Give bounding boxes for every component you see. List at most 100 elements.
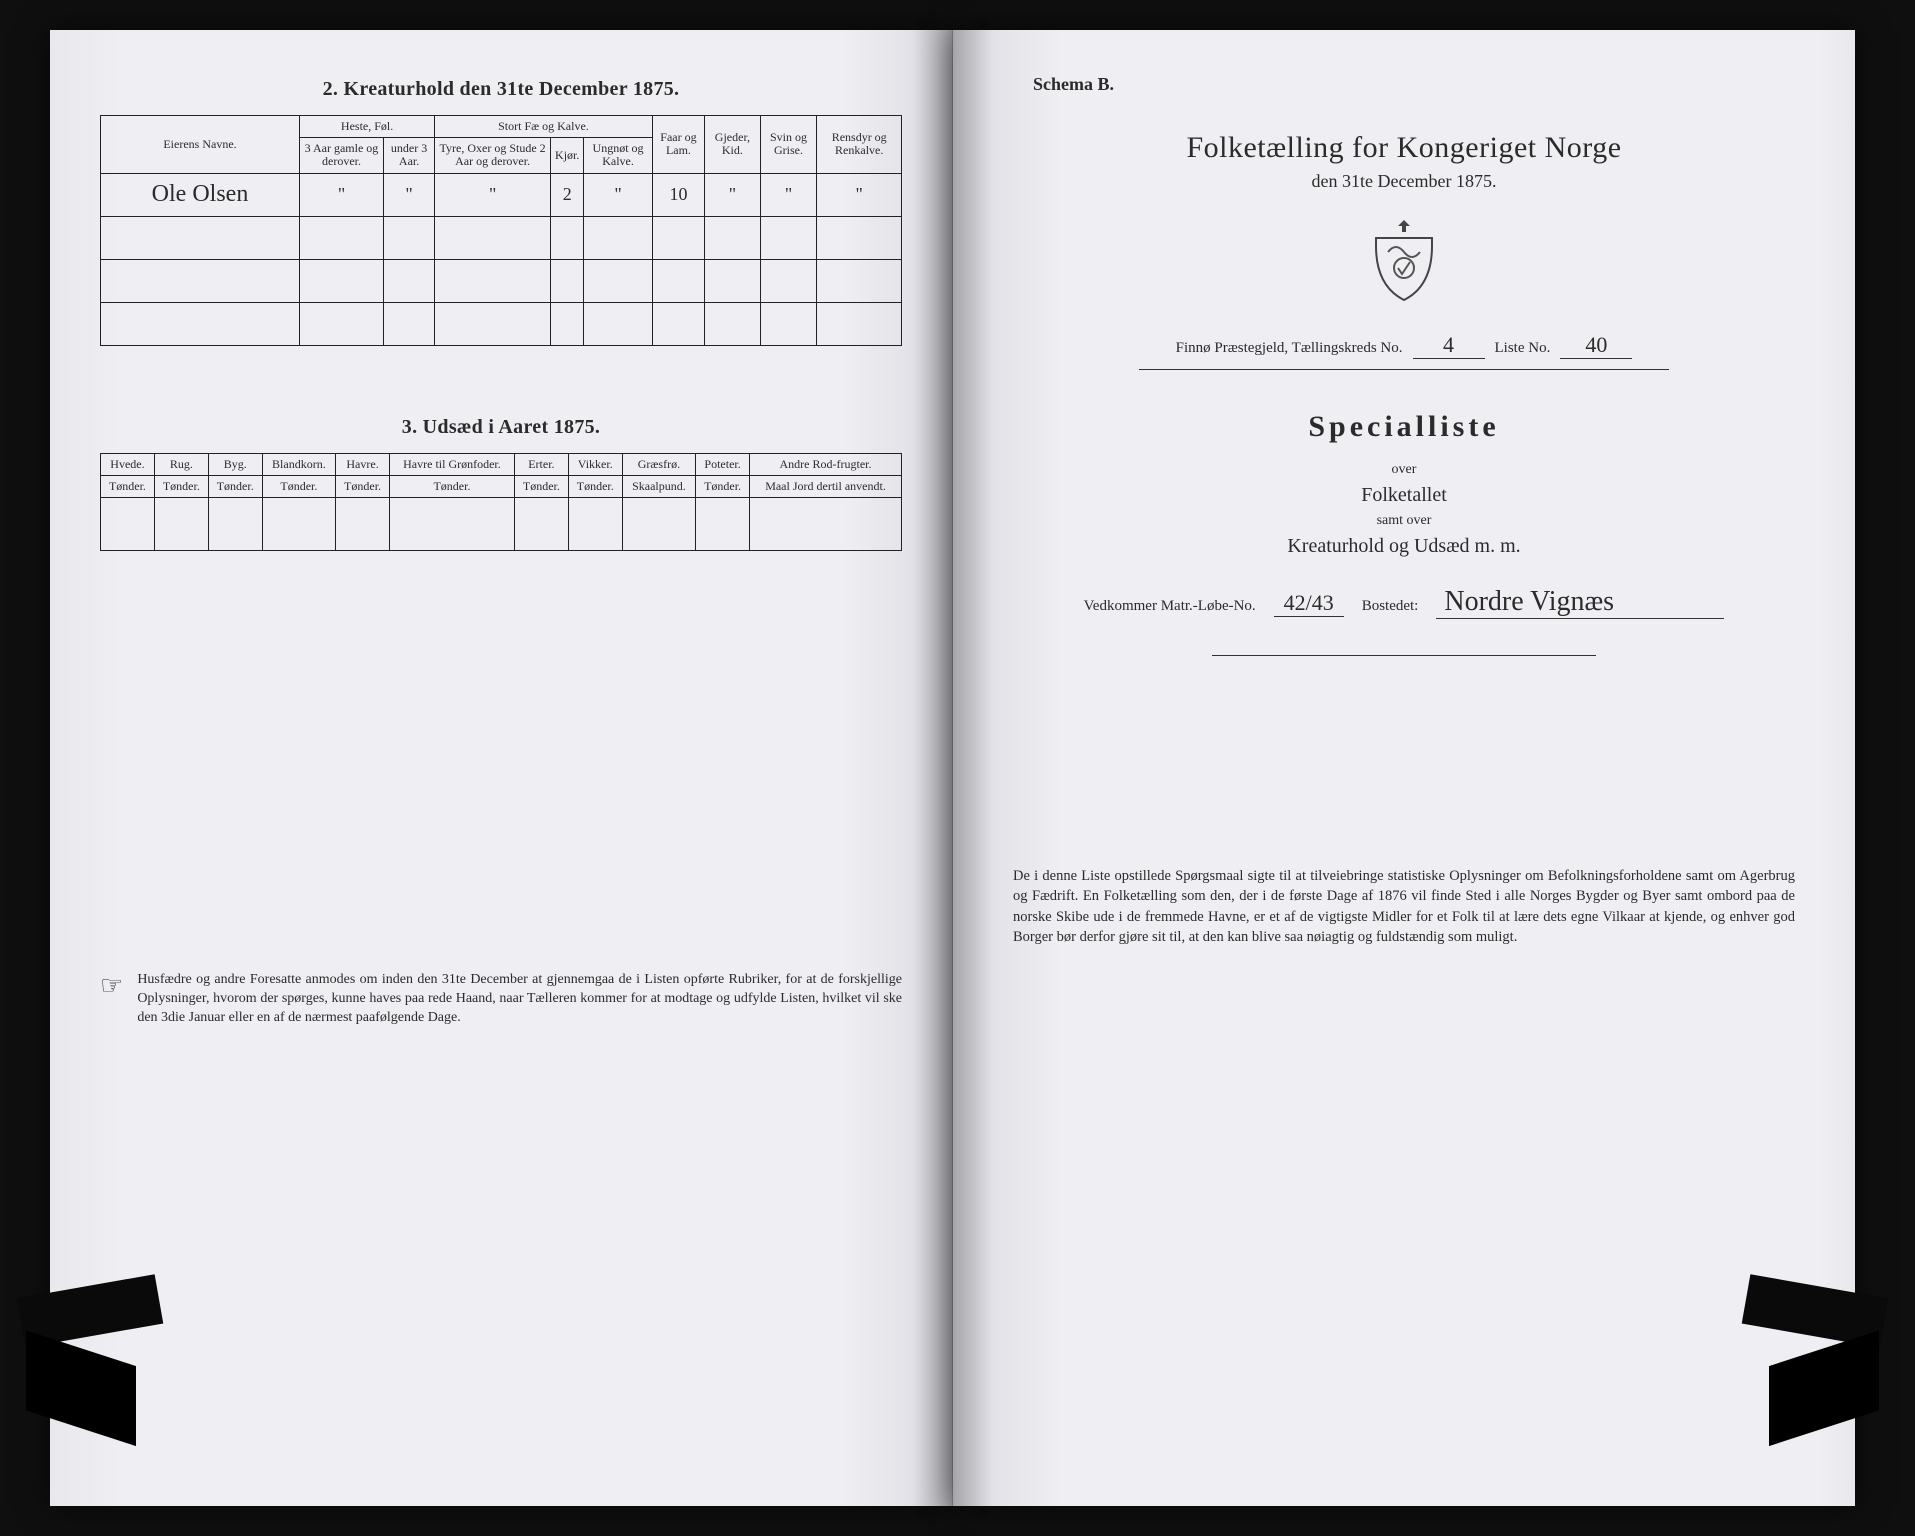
empty-cell bbox=[514, 497, 568, 550]
empty-cell bbox=[760, 259, 817, 302]
empty-cell bbox=[383, 302, 434, 345]
empty-cell bbox=[336, 497, 390, 550]
empty-cell bbox=[584, 216, 652, 259]
divider-1 bbox=[1139, 369, 1668, 370]
empty-cell bbox=[435, 259, 551, 302]
empty-cell bbox=[584, 259, 652, 302]
kreatur-line: Kreaturhold og Udsæd m. m. bbox=[1003, 535, 1805, 558]
udsaed-col-unit: Tønder. bbox=[336, 475, 390, 497]
kreatur-table: Eierens Navne. Heste, Føl. Stort Fæ og K… bbox=[100, 115, 902, 346]
udsaed-col-unit: Tønder. bbox=[696, 475, 750, 497]
left-footnote: ☞ Husfædre og andre Foresatte anmodes om… bbox=[100, 971, 902, 1028]
bottom-paragraph: De i denne Liste opstillede Spørgsmaal s… bbox=[1003, 866, 1805, 947]
col-gjeder: Gjeder, Kid. bbox=[705, 116, 760, 174]
udsaed-col-label: Rug. bbox=[154, 453, 208, 475]
udsaed-col-label: Poteter. bbox=[696, 453, 750, 475]
bosted-label: Bostedet: bbox=[1362, 598, 1419, 615]
data-cell: " bbox=[705, 173, 760, 216]
empty-cell bbox=[622, 497, 695, 550]
spine-shadow-right bbox=[953, 30, 993, 1506]
empty-cell bbox=[383, 216, 434, 259]
empty-cell bbox=[300, 302, 384, 345]
specialliste-title: Specialliste bbox=[1003, 410, 1805, 444]
empty-cell bbox=[435, 302, 551, 345]
owner-cell: Ole Olsen bbox=[101, 173, 300, 216]
col-heste-1: under 3 Aar. bbox=[383, 138, 434, 173]
empty-cell bbox=[262, 497, 335, 550]
udsaed-col-label: Andre Rod-frugter. bbox=[750, 453, 902, 475]
udsaed-col-unit: Tønder. bbox=[101, 475, 155, 497]
empty-cell bbox=[300, 259, 384, 302]
udsaed-col-unit: Tønder. bbox=[208, 475, 262, 497]
col-faar: Faar og Lam. bbox=[652, 116, 704, 174]
udsaed-col-unit: Tønder. bbox=[389, 475, 514, 497]
col-owner: Eierens Navne. bbox=[101, 116, 300, 174]
section2-title: 2. Kreaturhold den 31te December 1875. bbox=[100, 78, 902, 101]
spine-shadow-left bbox=[912, 30, 952, 1506]
matr-no: 42/43 bbox=[1274, 590, 1344, 617]
udsaed-col-label: Havre til Grønfoder. bbox=[389, 453, 514, 475]
empty-cell bbox=[551, 259, 584, 302]
col-heste-0: 3 Aar gamle og derover. bbox=[300, 138, 384, 173]
empty-cell bbox=[652, 302, 704, 345]
empty-cell bbox=[208, 497, 262, 550]
section3-title: 3. Udsæd i Aaret 1875. bbox=[100, 416, 902, 439]
col-stort-group: Stort Fæ og Kalve. bbox=[435, 116, 653, 138]
udsaed-col-label: Havre. bbox=[336, 453, 390, 475]
empty-cell bbox=[705, 259, 760, 302]
table-row bbox=[101, 259, 902, 302]
udsaed-col-unit: Maal Jord dertil anvendt. bbox=[750, 475, 902, 497]
data-cell: " bbox=[435, 173, 551, 216]
district-prefix: Finnø Præstegjeld, Tællingskreds No. bbox=[1176, 340, 1403, 357]
left-page: 2. Kreaturhold den 31te December 1875. E… bbox=[50, 30, 953, 1506]
empty-cell bbox=[101, 302, 300, 345]
data-cell: 10 bbox=[652, 173, 704, 216]
empty-cell bbox=[551, 216, 584, 259]
divider-2 bbox=[1212, 655, 1597, 656]
udsaed-table: Hvede.Rug.Byg.Blandkorn.Havre.Havre til … bbox=[100, 453, 902, 551]
data-cell: " bbox=[760, 173, 817, 216]
empty-cell bbox=[760, 302, 817, 345]
empty-cell bbox=[101, 216, 300, 259]
empty-cell bbox=[817, 302, 902, 345]
empty-cell bbox=[101, 497, 155, 550]
udsaed-col-label: Blandkorn. bbox=[262, 453, 335, 475]
data-cell: " bbox=[584, 173, 652, 216]
col-rensdyr: Rensdyr og Renkalve. bbox=[817, 116, 902, 174]
kreds-no: 4 bbox=[1413, 332, 1485, 359]
empty-cell bbox=[389, 497, 514, 550]
data-cell: " bbox=[300, 173, 384, 216]
empty-cell bbox=[760, 216, 817, 259]
empty-cell bbox=[750, 497, 902, 550]
udsaed-col-unit: Tønder. bbox=[154, 475, 208, 497]
udsaed-col-unit: Tønder. bbox=[514, 475, 568, 497]
data-cell: 2 bbox=[551, 173, 584, 216]
matr-label: Vedkommer Matr.-Løbe-No. bbox=[1084, 598, 1256, 615]
col-stort-0: Tyre, Oxer og Stude 2 Aar og derover. bbox=[435, 138, 551, 173]
liste-no: 40 bbox=[1560, 332, 1632, 359]
samt-over: samt over bbox=[1003, 513, 1805, 529]
liste-label: Liste No. bbox=[1495, 340, 1551, 357]
empty-cell bbox=[817, 216, 902, 259]
empty-cell bbox=[551, 302, 584, 345]
empty-cell bbox=[652, 259, 704, 302]
coat-of-arms-icon bbox=[1368, 218, 1440, 304]
book-spread: 2. Kreaturhold den 31te December 1875. E… bbox=[50, 30, 1855, 1506]
folketallet: Folketallet bbox=[1003, 484, 1805, 507]
udsaed-col-unit: Tønder. bbox=[568, 475, 622, 497]
empty-cell bbox=[383, 259, 434, 302]
empty-cell bbox=[568, 497, 622, 550]
empty-cell bbox=[584, 302, 652, 345]
table-row: Ole Olsen"""2"10""" bbox=[101, 173, 902, 216]
col-stort-1: Kjør. bbox=[551, 138, 584, 173]
empty-cell bbox=[154, 497, 208, 550]
empty-cell bbox=[705, 216, 760, 259]
udsaed-col-label: Byg. bbox=[208, 453, 262, 475]
col-stort-2: Ungnøt og Kalve. bbox=[584, 138, 652, 173]
empty-cell bbox=[696, 497, 750, 550]
udsaed-col-label: Hvede. bbox=[101, 453, 155, 475]
empty-cell bbox=[435, 216, 551, 259]
table-row bbox=[101, 497, 902, 550]
table-row bbox=[101, 216, 902, 259]
table-row bbox=[101, 302, 902, 345]
